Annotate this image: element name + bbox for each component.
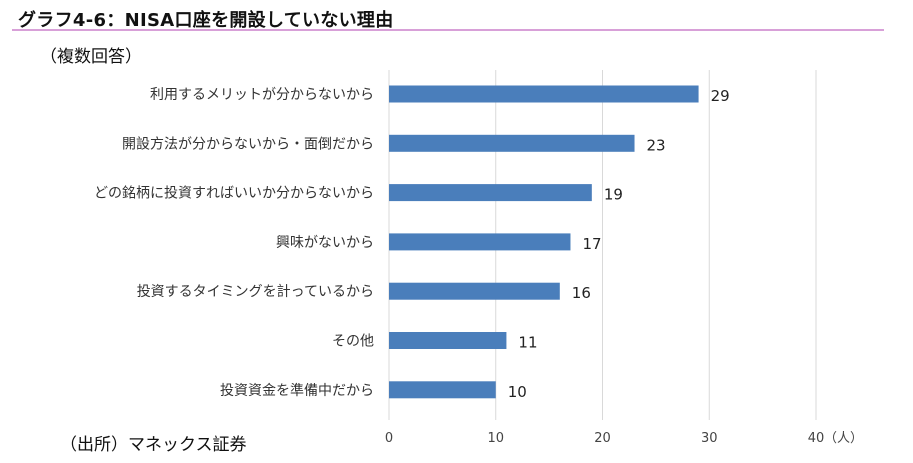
data-label: 23 [647,136,666,154]
category-label: 利用するメリットが分からないから [150,87,374,103]
source-note: （出所）マネックス証券 [60,435,247,455]
bar [389,184,592,202]
data-label: 10 [508,383,527,401]
bar [389,134,635,152]
x-tick-label: 40 [808,431,825,446]
x-axis-unit: （人） [824,431,863,446]
bar [389,332,507,349]
x-axis-ticks: 0 10 20 30 40 （人） [385,431,863,446]
chart-subtitle: （複数回答） [40,47,142,67]
title-underline [12,29,884,31]
bar [389,233,571,251]
value-labels: 29 23 19 17 16 11 10 [508,87,730,401]
data-label: 16 [572,284,591,302]
x-tick-label: 20 [594,431,611,446]
category-label: 投資資金を準備中だから [220,383,374,399]
chart-title: グラフ4-6：NISA口座を開設していない理由 [18,10,394,31]
bars [389,85,699,399]
category-label: どの銘柄に投資すればいいか分からないから [94,186,374,202]
category-labels: 利用するメリットが分からないから開設方法が分からないから・面倒だからどの銘柄に投… [94,87,374,399]
category-label: 投資するタイミングを計っているから [137,284,374,300]
category-label: その他 [332,334,374,350]
data-label: 17 [582,235,601,253]
bar [389,85,699,103]
x-tick-label: 30 [701,431,718,446]
data-label: 29 [711,87,730,105]
category-label: 開設方法が分からないから・面倒だから [122,136,374,152]
data-label: 19 [604,186,623,204]
data-label: 11 [518,334,537,352]
x-tick-label: 10 [487,431,504,446]
x-tick-label: 0 [385,431,393,446]
bar [389,381,496,399]
category-label: 興味がないから [276,235,374,251]
bar [389,282,560,300]
